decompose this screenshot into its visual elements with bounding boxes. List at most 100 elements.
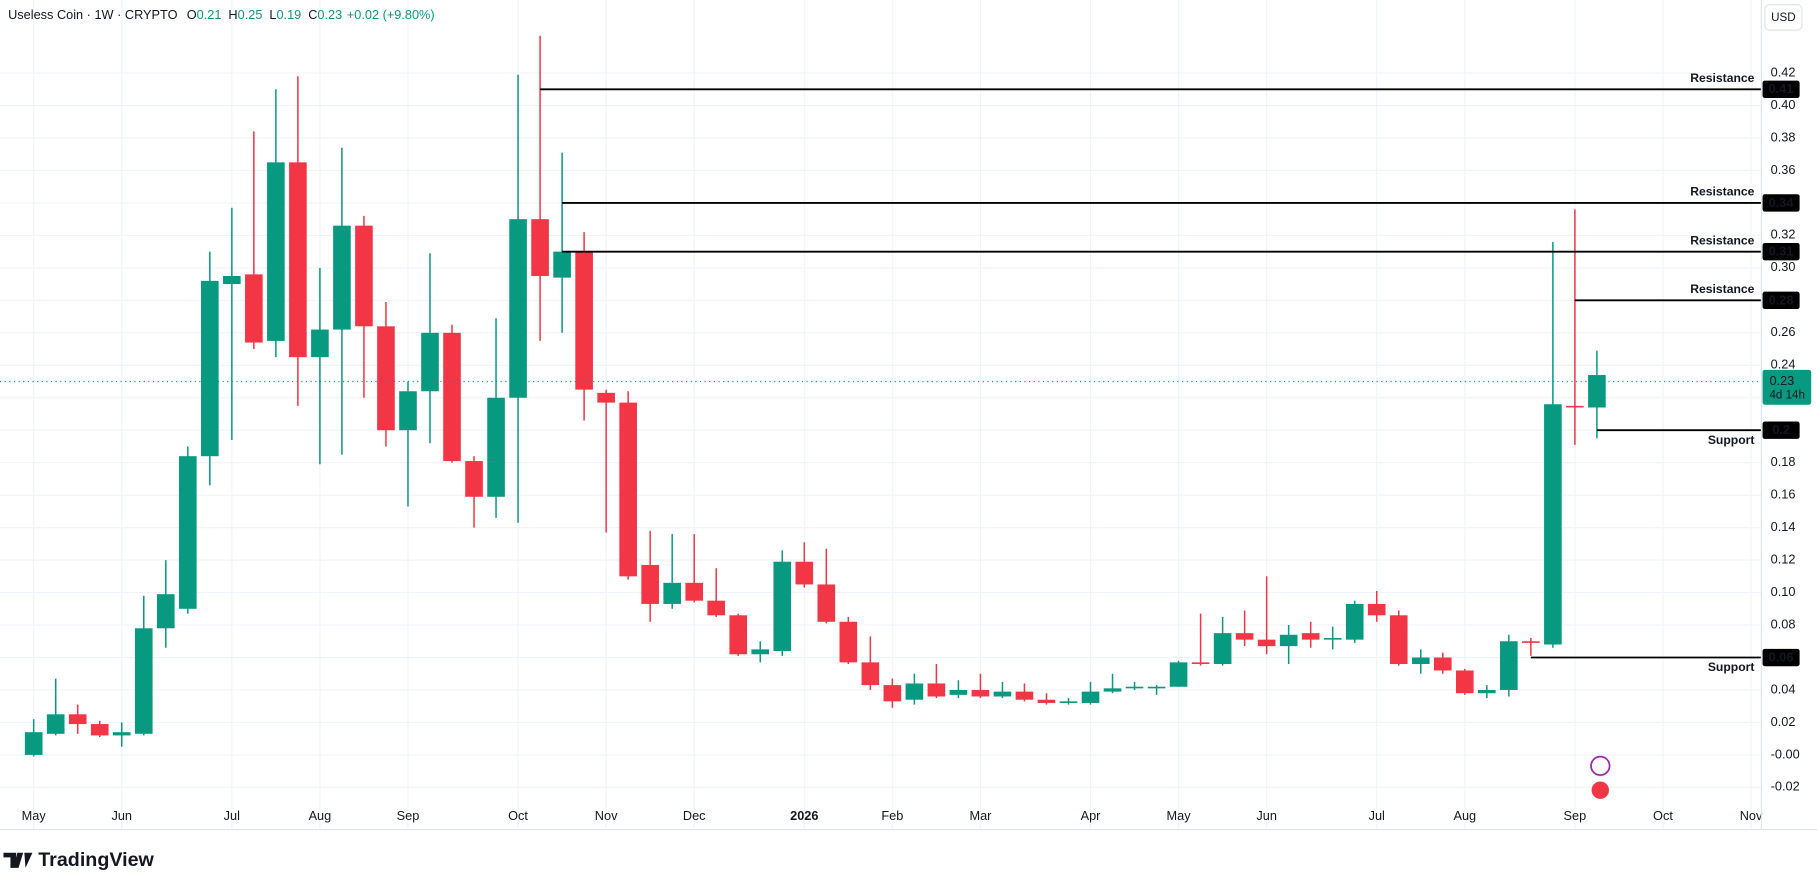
candle-body [531, 219, 549, 276]
candle-body [597, 392, 615, 403]
x-tick-label: May [22, 808, 47, 823]
y-tick-label: 0.40 [1771, 97, 1796, 112]
x-tick-label: Dec [683, 808, 706, 823]
candle-body [1544, 404, 1562, 645]
candle-body [311, 329, 329, 358]
candle-body [1213, 633, 1232, 664]
y-tick-label: 0.32 [1771, 227, 1796, 242]
y-tick-label: 0.10 [1771, 584, 1796, 599]
y-tick-label: -0.00 [1771, 746, 1800, 761]
candle-body [289, 162, 307, 358]
x-tick-label: Mar [969, 808, 992, 823]
candle-body [1147, 686, 1166, 689]
candle-body [68, 714, 87, 725]
candle-body [201, 280, 219, 457]
candle-body [1015, 691, 1034, 700]
candle-body [1323, 638, 1342, 640]
candle-body [1367, 603, 1386, 616]
currency[interactable]: USD [1771, 12, 1795, 24]
y-tick-label: 0.36 [1771, 162, 1796, 177]
x-tick-label: 2026 [790, 808, 818, 823]
y-tick-label: 0.04 [1771, 681, 1796, 696]
x-tick-label: Nov [595, 808, 618, 823]
event-icon[interactable] [1590, 755, 1611, 777]
last-price: 0.23 [1769, 373, 1794, 388]
countdown: 4d 14h [1769, 389, 1804, 401]
x-tick-label: Aug [1453, 808, 1476, 823]
x-tick-label: Sep [397, 808, 420, 823]
level-label: Resistance [1690, 233, 1754, 247]
candle-body [245, 274, 263, 343]
legend-key: C [308, 8, 317, 23]
y-tick-label: 0.24 [1771, 357, 1796, 372]
candle-body [663, 582, 681, 604]
level-badge [1762, 80, 1800, 98]
x-tick-label: May [1167, 808, 1192, 823]
legend-value: 0.25 [238, 8, 263, 23]
candle-body [1522, 641, 1540, 643]
candle-body [465, 461, 483, 497]
y-tick-label: 0.38 [1771, 129, 1796, 144]
change: +0.02 (+9.80%) [347, 8, 435, 23]
x-tick-label: Jun [1256, 808, 1277, 823]
candle-body [1103, 688, 1122, 692]
level-badge [1762, 421, 1800, 439]
candle-body [795, 561, 814, 585]
y-tick-label: 0.14 [1771, 519, 1796, 534]
candle-body [1455, 670, 1474, 694]
level-price: 0.31 [1769, 244, 1794, 259]
candle-body [1059, 701, 1078, 703]
level-price: 0.06 [1769, 649, 1794, 664]
candle-body [421, 332, 439, 392]
y-tick-label: 0.16 [1771, 487, 1796, 502]
currency-button[interactable] [1764, 4, 1803, 31]
candle-body [1433, 657, 1452, 671]
candle-body [553, 251, 571, 278]
level-price: 0.41 [1769, 81, 1794, 96]
candle-body [223, 275, 241, 285]
candle-body [1235, 633, 1254, 640]
candle-body [1500, 641, 1518, 690]
legend-value: 0.21 [197, 8, 222, 23]
x-tick-label: Apr [1081, 808, 1102, 823]
candle-body [883, 685, 902, 702]
level-price: 0.34 [1769, 195, 1795, 210]
candle-body [377, 326, 395, 431]
last-price-badge [1762, 369, 1812, 405]
candle-body [1478, 689, 1496, 694]
candle-body [817, 584, 836, 622]
candle-body [685, 582, 704, 601]
candle-body [1345, 603, 1364, 640]
level-price: 0.28 [1769, 292, 1794, 307]
candle-body [1588, 375, 1606, 408]
candle-body [333, 225, 351, 330]
level-label: Resistance [1690, 185, 1754, 199]
event-icon[interactable] [1590, 780, 1611, 801]
candle-body [1169, 662, 1188, 687]
brand: TradingView [38, 849, 154, 871]
title: Useless Coin · 1W · CRYPTO [8, 8, 177, 23]
candle-body [641, 564, 659, 604]
y-tick-label: 0.30 [1771, 259, 1796, 274]
y-tick-label: 0.02 [1771, 714, 1796, 729]
level-price: 0.2 [1772, 422, 1790, 437]
candle-body [355, 225, 373, 327]
candle-body [1566, 405, 1584, 408]
candle-body [112, 732, 131, 736]
candle-body [927, 683, 946, 697]
legend-value: 0.23 [317, 8, 342, 23]
level-label: Support [1708, 433, 1755, 447]
candle-body [1411, 657, 1430, 664]
x-tick-label: Oct [1653, 808, 1673, 823]
candle-body [773, 561, 792, 652]
candle-body [1389, 615, 1408, 664]
candle-body [861, 662, 880, 686]
y-tick-label: 0.08 [1771, 616, 1796, 631]
level-badge [1762, 242, 1800, 261]
candle-body [509, 219, 527, 398]
candle-body [1081, 691, 1100, 703]
candle-body [1257, 639, 1276, 647]
legend-value: 0.19 [276, 8, 301, 23]
y-tick-label: 0.42 [1771, 64, 1796, 79]
